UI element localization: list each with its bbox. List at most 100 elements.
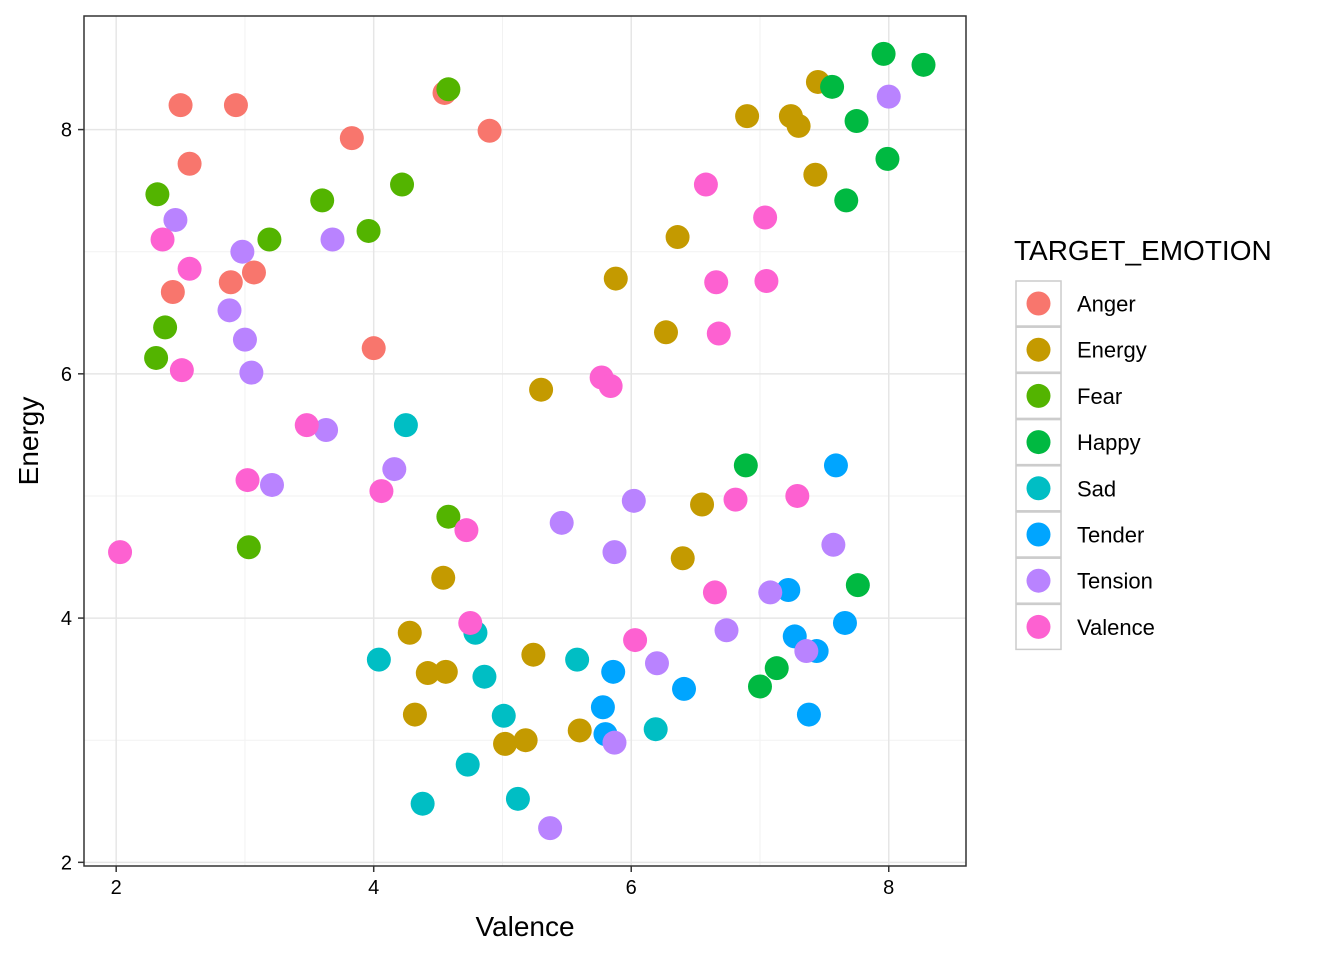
data-point-valence (753, 205, 778, 230)
data-point-valence (454, 518, 479, 543)
data-point-tension (538, 816, 563, 841)
data-point-energy (521, 642, 546, 667)
data-point-tender (590, 695, 615, 720)
data-point-tension (602, 730, 627, 755)
data-point-anger (177, 151, 202, 176)
data-point-sad (505, 786, 530, 811)
data-point-valence (150, 227, 175, 252)
x-axis: 2 4 6 8 (111, 866, 894, 899)
data-point-tension (621, 488, 646, 513)
data-point-sad (472, 664, 497, 689)
data-point-anger (361, 336, 386, 361)
x-tick-label: 4 (368, 877, 379, 899)
data-point-sad (455, 752, 480, 777)
x-axis-title: Valence (475, 911, 574, 942)
y-axis: 2 4 6 8 (61, 120, 84, 874)
data-point-tension (314, 418, 339, 443)
data-point-happy (844, 109, 869, 134)
y-tick-label: 2 (61, 852, 72, 874)
data-point-energy (603, 266, 628, 291)
legend-key-tender (1026, 522, 1051, 547)
data-point-energy (735, 104, 760, 129)
data-point-valence (623, 628, 648, 653)
legend-label: Valence (1077, 615, 1155, 640)
y-tick-label: 6 (61, 364, 72, 386)
data-points (108, 41, 936, 841)
data-point-energy (402, 702, 427, 727)
legend-title: TARGET_EMOTION (1014, 235, 1272, 266)
y-tick-label: 4 (61, 608, 72, 630)
data-point-happy (875, 146, 900, 171)
data-point-energy (415, 661, 440, 686)
data-point-sad (410, 791, 435, 816)
data-point-anger (223, 93, 248, 118)
data-point-valence (294, 413, 319, 438)
data-point-sad (565, 647, 590, 672)
data-point-tension (644, 651, 669, 676)
data-point-energy (433, 659, 458, 684)
data-point-fear (390, 172, 415, 197)
data-point-tension (821, 532, 846, 557)
data-point-anger (477, 118, 502, 143)
data-point-valence (169, 358, 194, 383)
data-point-happy (845, 573, 870, 598)
data-point-energy (653, 320, 678, 345)
data-point-valence (458, 610, 483, 635)
legend: TARGET_EMOTION Anger Energy Fear Happy Sad Te… (1014, 235, 1272, 651)
data-point-fear (236, 535, 261, 560)
data-point-fear (436, 77, 461, 102)
data-point-valence (704, 270, 729, 295)
data-point-tension (259, 472, 284, 497)
data-point-anger (160, 280, 185, 305)
legend-label: Happy (1077, 430, 1141, 455)
data-point-fear (356, 218, 381, 243)
x-tick-label: 2 (111, 877, 122, 899)
data-point-sad (366, 647, 391, 672)
legend-key-happy (1026, 430, 1051, 455)
data-point-tension (758, 580, 783, 605)
legend-label: Tension (1077, 569, 1153, 594)
legend-label: Anger (1077, 292, 1136, 317)
data-point-tender (601, 659, 626, 684)
legend-key-energy (1026, 337, 1051, 362)
data-point-valence (785, 483, 810, 508)
data-point-tension (876, 84, 901, 109)
data-point-anger (218, 270, 243, 295)
data-point-tension (714, 618, 739, 643)
major-grid (84, 16, 966, 866)
x-tick-label: 6 (626, 877, 637, 899)
legend-key-valence (1026, 614, 1051, 639)
data-point-energy (397, 620, 422, 645)
data-point-energy (493, 731, 518, 756)
plot-border (83, 15, 967, 867)
data-point-tension (382, 457, 407, 482)
data-point-happy (820, 74, 845, 99)
data-point-fear (436, 504, 461, 529)
data-point-tension (320, 227, 345, 252)
y-tick-label: 8 (61, 120, 72, 142)
data-point-valence (723, 487, 748, 512)
data-point-tension (230, 239, 255, 264)
data-point-valence (177, 256, 202, 281)
x-tick-label: 8 (883, 877, 894, 899)
data-point-energy (690, 492, 715, 517)
data-point-valence (235, 468, 260, 493)
data-point-fear (257, 227, 282, 252)
legend-label: Fear (1077, 384, 1122, 409)
legend-label: Sad (1077, 476, 1116, 501)
data-point-fear (153, 315, 178, 340)
data-point-tender (672, 676, 697, 701)
legend-label: Energy (1077, 338, 1147, 363)
data-point-tension (239, 360, 264, 385)
data-point-anger (241, 260, 266, 285)
data-point-sad (393, 413, 418, 438)
data-point-valence (702, 580, 727, 605)
data-point-happy (764, 656, 789, 681)
plot-background (84, 16, 966, 866)
data-point-tender (776, 577, 801, 602)
data-point-valence (598, 374, 623, 399)
data-point-tension (232, 327, 257, 352)
data-point-tension (217, 298, 242, 323)
data-point-energy (665, 225, 690, 250)
data-point-happy (834, 188, 859, 213)
